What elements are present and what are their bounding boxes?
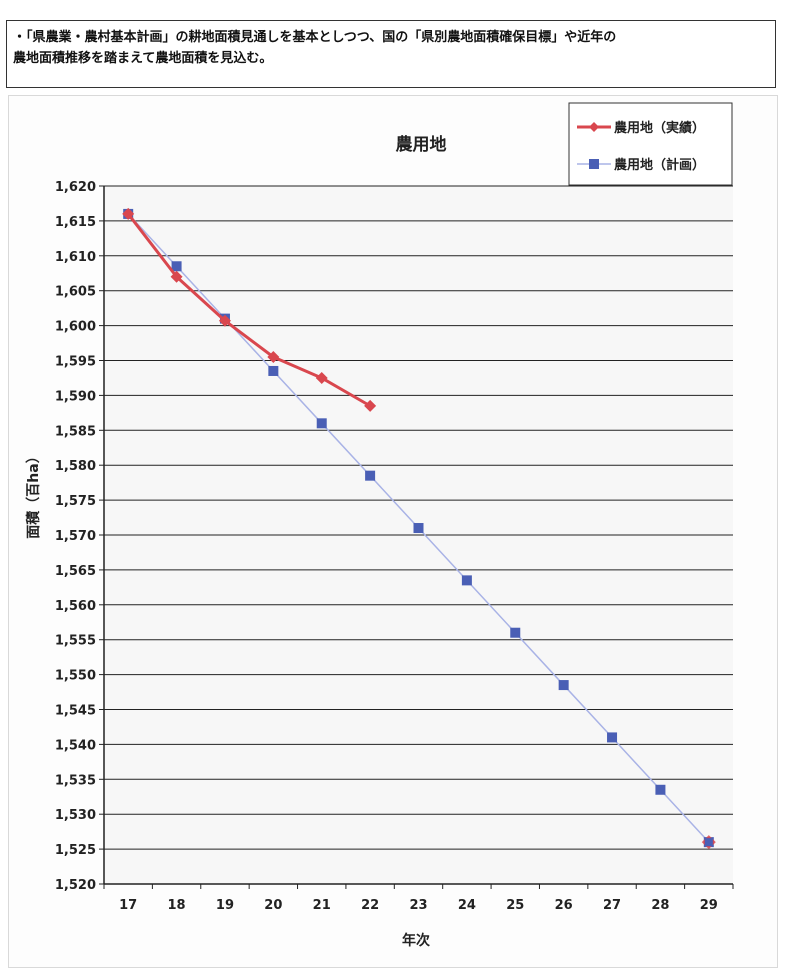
x-tick-label-17: 17 (119, 898, 137, 913)
y-tick-label-1590: 1,590 (55, 389, 96, 404)
y-tick-label-1555: 1,555 (55, 634, 96, 649)
x-tick-label-22: 22 (361, 898, 379, 913)
y-tick-label-1615: 1,615 (55, 215, 96, 230)
point-plan-21 (316, 418, 327, 429)
y-tick-label-1580: 1,580 (55, 459, 96, 474)
series-actual-line (127, 213, 371, 408)
note-line-2: 農地面積推移を踏まえて農地面積を見込む。 (13, 51, 273, 66)
y-tick-label-1610: 1,610 (55, 250, 96, 265)
y-tick-label-1530: 1,530 (55, 808, 96, 823)
legend-label-actual: 農用地（実績） (614, 120, 705, 136)
point-actual-21 (315, 371, 328, 384)
point-plan-25 (510, 627, 521, 638)
x-tick-label-19: 19 (216, 898, 234, 913)
y-tick-label-1540: 1,540 (55, 738, 96, 753)
point-plan-28 (655, 784, 666, 795)
x-tick-label-24: 24 (458, 898, 476, 913)
point-actual-18 (170, 270, 183, 283)
point-actual-22 (364, 399, 377, 412)
chart-title: 農用地 (396, 134, 447, 155)
series-layer (122, 207, 716, 850)
x-tick-label-25: 25 (506, 898, 524, 913)
x-axis-label: 年次 (402, 932, 430, 949)
x-tick-label-29: 29 (700, 898, 718, 913)
legend-box (568, 102, 733, 186)
y-tick-label-1545: 1,545 (55, 704, 96, 719)
x-tick-label-21: 21 (313, 898, 331, 913)
y-tick-label-1570: 1,570 (55, 529, 96, 544)
y-tick-label-1560: 1,560 (55, 599, 96, 614)
legend-label-plan: 農用地（計画） (614, 157, 705, 173)
y-tick-label-1600: 1,600 (55, 320, 96, 335)
point-plan-18 (171, 261, 182, 272)
point-plan-22 (365, 470, 376, 481)
y-tick-label-1585: 1,585 (55, 424, 96, 439)
axes (103, 186, 734, 889)
note-box: ・「県農業・農村基本計画」の耕地面積見通しを基本としつつ、国の「県別農地面積確保… (6, 20, 776, 88)
point-plan-27 (607, 732, 618, 743)
x-tick-label-26: 26 (555, 898, 573, 913)
x-tick-label-27: 27 (603, 898, 621, 913)
y-tick-label-1550: 1,550 (55, 669, 96, 684)
point-plan-23 (413, 523, 424, 534)
x-tick-label-20: 20 (264, 898, 282, 913)
legend-marker-actual (589, 122, 599, 132)
point-endpoint-plan (704, 838, 713, 847)
legend: 農用地（実績） 農用地（計画） (568, 102, 733, 186)
x-tick-labels: 17 18 19 20 21 22 23 24 25 26 27 28 29 (119, 898, 718, 913)
x-tick-label-23: 23 (409, 898, 427, 913)
y-tick-label-1575: 1,575 (55, 494, 96, 509)
point-plan-26 (558, 680, 569, 691)
point-actual-17 (122, 207, 135, 220)
x-tick-label-18: 18 (168, 898, 186, 913)
note-line-1: ・「県農業・農村基本計画」の耕地面積見通しを基本としつつ、国の「県別農地面積確保… (13, 30, 617, 45)
grid-lines (99, 185, 733, 885)
y-tick-label-1595: 1,595 (55, 355, 96, 370)
y-tick-labels: 1,520 1,525 1,530 1,535 1,540 1,545 1,550 1,555… (55, 180, 96, 893)
point-plan-24 (461, 575, 472, 586)
y-tick-label-1525: 1,525 (55, 843, 96, 858)
y-axis-label: 面積（百ha） (25, 449, 42, 538)
point-actual-19 (218, 314, 231, 327)
legend-marker-plan (589, 159, 599, 169)
y-tick-label-1620: 1,620 (55, 180, 96, 195)
y-tick-label-1520: 1,520 (55, 878, 96, 893)
y-tick-label-1605: 1,605 (55, 285, 96, 300)
y-tick-label-1535: 1,535 (55, 773, 96, 788)
point-plan-20 (268, 365, 279, 376)
point-actual-20 (267, 351, 280, 364)
x-tick-label-28: 28 (651, 898, 669, 913)
y-tick-label-1565: 1,565 (55, 564, 96, 579)
